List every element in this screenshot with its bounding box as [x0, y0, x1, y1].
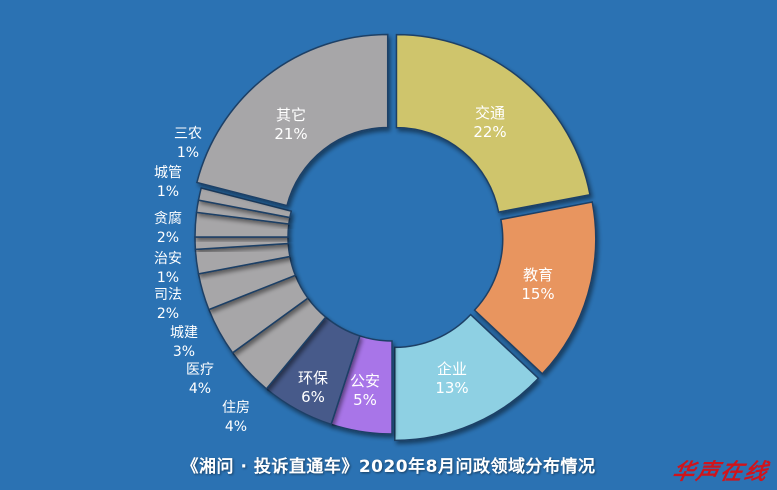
slice-企业	[394, 313, 540, 442]
slice-name-label: 企业	[437, 360, 467, 378]
slice-value-label: 4%	[225, 419, 247, 435]
slice-value-label: 21%	[274, 125, 307, 143]
chart-title: 《湘问 · 投诉直通车》2020年8月问政领域分布情况	[181, 457, 596, 477]
slice-name-label: 交通	[475, 104, 505, 122]
slice-name-label: 环保	[298, 369, 328, 387]
slice-name-label: 其它	[276, 106, 306, 124]
slice-name-label: 公安	[350, 372, 380, 390]
slice-交通	[395, 33, 591, 213]
slice-name-label: 司法	[154, 287, 182, 303]
slice-value-label: 3%	[173, 344, 195, 360]
slice-name-label: 医疗	[186, 362, 214, 378]
slice-教育	[473, 201, 597, 375]
slice-其它	[195, 33, 389, 207]
slice-value-label: 2%	[157, 306, 179, 322]
slice-name-label: 住房	[222, 400, 250, 416]
slice-value-label: 2%	[157, 230, 179, 246]
slice-name-label: 三农	[174, 126, 202, 142]
slice-value-label: 22%	[473, 123, 506, 141]
slice-name-label: 城建	[170, 325, 198, 341]
slice-value-label: 1%	[157, 270, 179, 286]
slice-name-label: 城管	[154, 165, 182, 181]
slice-name-label: 贪腐	[154, 210, 182, 227]
logo-text: 华声在线	[669, 459, 772, 485]
slice-三农	[197, 187, 293, 219]
slice-value-label: 1%	[177, 145, 199, 161]
slice-value-label: 1%	[157, 184, 179, 200]
slice-value-label: 5%	[353, 391, 377, 409]
slice-value-label: 13%	[435, 379, 468, 397]
slice-name-label: 治安	[154, 251, 182, 267]
slice-name-label: 教育	[523, 266, 553, 284]
slice-value-label: 15%	[521, 285, 554, 303]
slice-value-label: 6%	[301, 388, 325, 406]
slice-value-label: 4%	[189, 381, 211, 397]
